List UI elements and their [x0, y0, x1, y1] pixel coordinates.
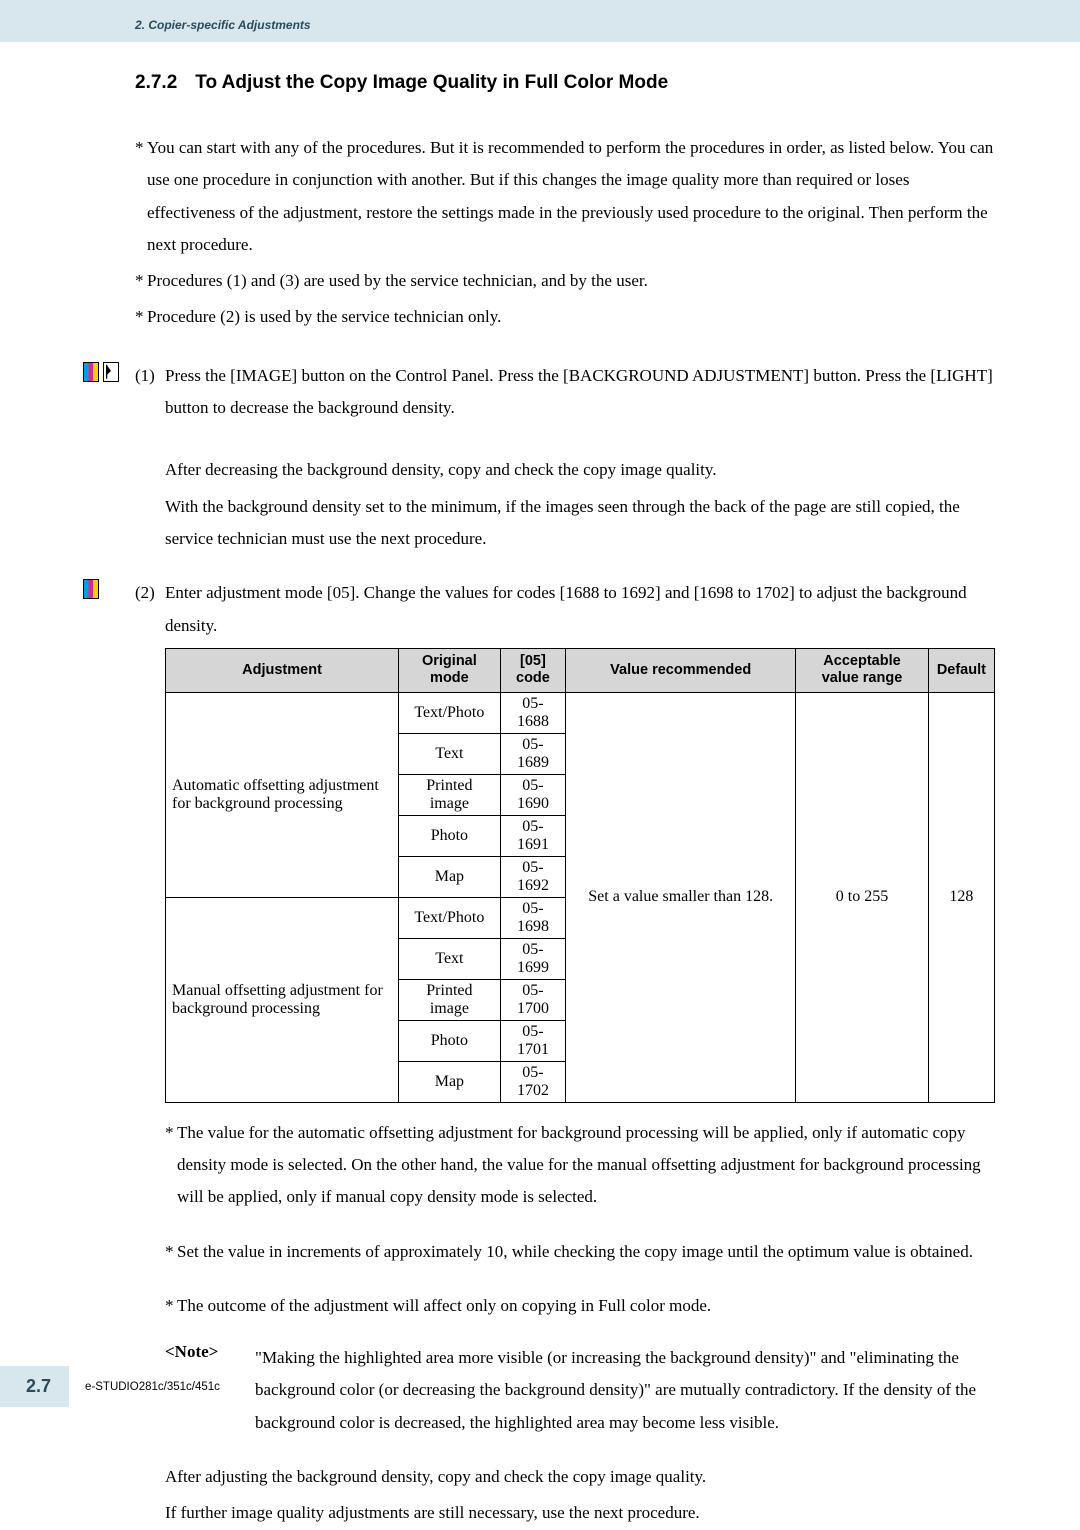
section-heading: 2.7.2 To Adjust the Copy Image Quality in…: [135, 72, 995, 94]
cell-mode: Map: [399, 856, 501, 897]
cell-code: 05-1700: [500, 979, 566, 1020]
adjustment-table: Adjustment Original mode [05] code Value…: [165, 648, 995, 1103]
page-footer: 2.7 e-STUDIO281c/351c/451c: [0, 1366, 220, 1407]
page-header: 2. Copier-specific Adjustments: [0, 0, 1080, 42]
cell-code: 05-1690: [500, 774, 566, 815]
note-text: "Making the highlighted area more visibl…: [255, 1342, 995, 1439]
intro-note-1: You can start with any of the procedures…: [135, 132, 995, 261]
cell-mode: Printed image: [399, 979, 501, 1020]
color-marker-icon: [83, 362, 99, 382]
cell-code: 05-1691: [500, 815, 566, 856]
col-default: Default: [928, 648, 994, 692]
cell-code: 05-1699: [500, 938, 566, 979]
footer-model: e-STUDIO281c/351c/451c: [85, 1381, 220, 1393]
adjustment-group-2: Manual offsetting adjustment for backgro…: [166, 897, 399, 1102]
chapter-title: 2. Copier-specific Adjustments: [135, 18, 1080, 32]
procedure-1-markers: [83, 362, 119, 382]
cell-mode: Text: [399, 733, 501, 774]
closing-2: If further image quality adjustments are…: [165, 1497, 995, 1529]
cell-mode: Text: [399, 938, 501, 979]
after-note-3: The outcome of the adjustment will affec…: [165, 1290, 995, 1322]
cell-code: 05-1701: [500, 1020, 566, 1061]
color-marker-icon: [83, 579, 99, 599]
cell-mode: Printed image: [399, 774, 501, 815]
intro-block: You can start with any of the procedures…: [135, 132, 995, 334]
closing-1: After adjusting the background density, …: [165, 1461, 995, 1493]
section-title: To Adjust the Copy Image Quality in Full…: [195, 72, 668, 93]
after-note-2: Set the value in increments of approxima…: [165, 1236, 995, 1268]
cell-mode: Photo: [399, 815, 501, 856]
cell-code: 05-1688: [500, 692, 566, 733]
cell-code: 05-1698: [500, 897, 566, 938]
note-block: <Note> "Making the highlighted area more…: [165, 1342, 995, 1439]
section-number: 2.7.2: [135, 72, 177, 94]
footer-section-tab: 2.7: [0, 1366, 69, 1407]
col-code: [05] code: [500, 648, 566, 692]
cell-value-recommended: Set a value smaller than 128.: [566, 692, 796, 1102]
after-table-notes: The value for the automatic offsetting a…: [165, 1117, 995, 1322]
page-content: 2.7.2 To Adjust the Copy Image Quality in…: [0, 42, 1080, 1530]
col-adjustment: Adjustment: [166, 648, 399, 692]
after-note-1: The value for the automatic offsetting a…: [165, 1117, 995, 1214]
procedure-2-number: (2): [135, 577, 155, 609]
cell-code: 05-1702: [500, 1061, 566, 1102]
intro-note-3: Procedure (2) is used by the service tec…: [135, 301, 995, 333]
procedure-1: (1) Press the [IMAGE] button on the Cont…: [135, 360, 995, 555]
procedure-1-text-3: With the background density set to the m…: [165, 491, 995, 556]
cell-mode: Text/Photo: [399, 692, 501, 733]
procedure-2: (2) Enter adjustment mode [05]. Change t…: [135, 577, 995, 642]
procedure-2-markers: [83, 579, 99, 599]
cell-acceptable-range: 0 to 255: [796, 692, 929, 1102]
arrow-marker-icon: [103, 362, 119, 382]
col-value-recommended: Value recommended: [566, 648, 796, 692]
procedure-1-number: (1): [135, 360, 155, 392]
cell-code: 05-1689: [500, 733, 566, 774]
cell-mode: Photo: [399, 1020, 501, 1061]
adjustment-group-1: Automatic offsetting adjustment for back…: [166, 692, 399, 897]
procedure-1-text-2: After decreasing the background density,…: [165, 454, 995, 486]
cell-mode: Text/Photo: [399, 897, 501, 938]
col-original-mode: Original mode: [399, 648, 501, 692]
procedure-2-text-1: Enter adjustment mode [05]. Change the v…: [165, 577, 995, 642]
intro-note-2: Procedures (1) and (3) are used by the s…: [135, 265, 995, 297]
procedure-1-text-1: Press the [IMAGE] button on the Control …: [165, 360, 995, 425]
cell-mode: Map: [399, 1061, 501, 1102]
cell-default: 128: [928, 692, 994, 1102]
col-acceptable-range: Acceptable value range: [796, 648, 929, 692]
closing-block: After adjusting the background density, …: [165, 1461, 995, 1530]
cell-code: 05-1692: [500, 856, 566, 897]
